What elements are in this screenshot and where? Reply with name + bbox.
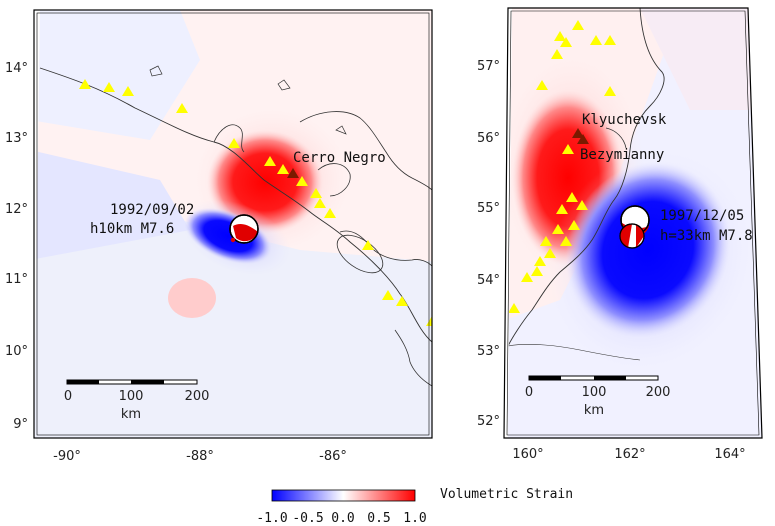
colorbar: -1.0 -0.5 0.0 0.5 1.0 Volumetric Strain (256, 487, 573, 526)
left-lon-tick-0: -90° (53, 449, 81, 464)
colorbar-tick-3: 0.5 (367, 511, 390, 526)
left-scale-tick-1: 100 (119, 389, 144, 404)
focal-mechanism-1997-icon (619, 205, 650, 249)
klyuchevsk-volcano-icon (572, 128, 584, 138)
volcano-markers-left (79, 79, 432, 326)
right-scale-tick-2: 200 (646, 385, 671, 400)
left-lon-tick-2: -86° (319, 449, 347, 464)
bezymianny-label: Bezymianny (580, 147, 664, 163)
colorbar-tick-2: 0.0 (331, 511, 354, 526)
left-map-panel: 0 100 200 km Cerro Negro 1992/09/02 h10k… (5, 9, 433, 464)
right-lat-tick-4: 56° (477, 131, 500, 146)
right-lat-tick-3: 55° (477, 201, 500, 216)
right-lon-tick-0: 160° (512, 447, 543, 462)
right-lon-tick-1: 162° (614, 447, 645, 462)
left-lat-tick-3: 12° (5, 202, 28, 217)
left-strain-field (34, 10, 432, 438)
right-strain-field (508, 8, 762, 438)
left-lat-tick-4: 13° (5, 131, 28, 146)
right-map-panel: 0 100 200 km Klyuchevsk Bezymianny 1997/… (477, 7, 763, 462)
right-scale-tick-1: 100 (582, 385, 607, 400)
focal-mechanism-1992-icon (229, 214, 259, 244)
cerro-negro-label: Cerro Negro (293, 150, 386, 166)
left-scale-bar (66, 379, 198, 385)
left-lat-tick-1: 10° (5, 344, 28, 359)
right-lat-tick-5: 57° (477, 59, 500, 74)
right-event-info: h=33km M7.8 (660, 228, 753, 244)
left-scale-unit: km (121, 407, 141, 422)
bezymianny-volcano-icon (577, 134, 589, 144)
left-lat-tick-5: 14° (5, 61, 28, 76)
right-lon-tick-2: 164° (714, 447, 745, 462)
colorbar-tick-0: -1.0 (256, 511, 287, 526)
right-lat-tick-1: 53° (477, 344, 500, 359)
right-lat-tick-2: 54° (477, 273, 500, 288)
left-event-date: 1992/09/02 (110, 202, 194, 218)
left-lat-tick-0: 9° (13, 417, 28, 432)
right-scale-tick-0: 0 (525, 385, 533, 400)
colorbar-tick-4: 1.0 (403, 511, 426, 526)
cerro-negro-volcano-icon (287, 168, 299, 178)
left-lat-tick-2: 11° (5, 272, 28, 287)
right-scale-bar (528, 375, 659, 381)
right-lat-tick-0: 52° (477, 414, 500, 429)
volcano-markers-right (508, 20, 616, 313)
left-scale-tick-0: 0 (64, 389, 72, 404)
left-event-info: h10km M7.6 (90, 221, 174, 237)
klyuchevsk-label: Klyuchevsk (582, 112, 667, 128)
right-scale-unit: km (584, 403, 604, 418)
right-event-date: 1997/12/05 (660, 208, 744, 224)
left-scale-tick-2: 200 (185, 389, 210, 404)
colorbar-title: Volumetric Strain (440, 487, 573, 502)
colorbar-tick-1: -0.5 (292, 511, 323, 526)
left-lon-tick-1: -88° (186, 449, 214, 464)
colorbar-gradient (271, 489, 416, 502)
